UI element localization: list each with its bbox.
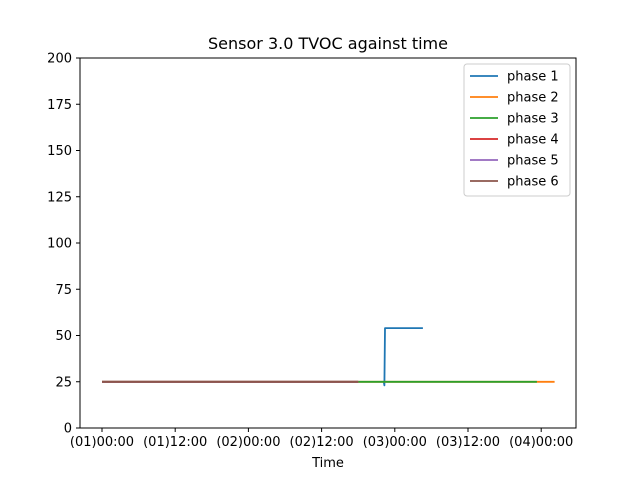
y-tick-label: 75 (55, 283, 72, 298)
x-tick-label: (03)00:00 (363, 435, 427, 450)
x-axis-label: Time (311, 456, 344, 471)
legend-label: phase 2 (507, 91, 559, 106)
y-tick-label: 25 (55, 375, 72, 390)
y-tick-label: 200 (47, 52, 72, 67)
y-tick-label: 50 (55, 329, 72, 344)
x-tick-label: (01)00:00 (70, 435, 134, 450)
series-line-phase-1 (382, 327, 423, 387)
x-tick-label: (02)00:00 (216, 435, 280, 450)
legend-label: phase 5 (507, 154, 559, 169)
x-tick-label: (03)12:00 (436, 435, 500, 450)
y-tick-label: 175 (47, 98, 72, 113)
x-tick-label: (01)12:00 (143, 435, 207, 450)
y-tick-label: 150 (47, 144, 72, 159)
x-tick-label: (04)00:00 (509, 435, 573, 450)
x-tick-label: (02)12:00 (290, 435, 354, 450)
y-tick-label: 125 (47, 190, 72, 205)
x-axis: (01)00:00 (01)12:00 (02)00:00 (02)12:00 (03)… (70, 428, 573, 450)
series-layer (102, 327, 555, 387)
chart-title: Sensor 3.0 TVOC against time (208, 34, 448, 53)
legend-label: phase 1 (507, 70, 559, 85)
y-tick-label: 100 (47, 237, 72, 252)
legend-label: phase 4 (507, 133, 559, 148)
legend: phase 1 phase 2 phase 3 phase 4 phase 5 phase… (463, 63, 571, 197)
legend-label: phase 3 (507, 112, 559, 127)
y-axis: 0 25 50 75 100 125 150 175 200 (47, 52, 80, 437)
y-tick-label: 0 (64, 422, 72, 437)
legend-label: phase 6 (507, 175, 559, 190)
